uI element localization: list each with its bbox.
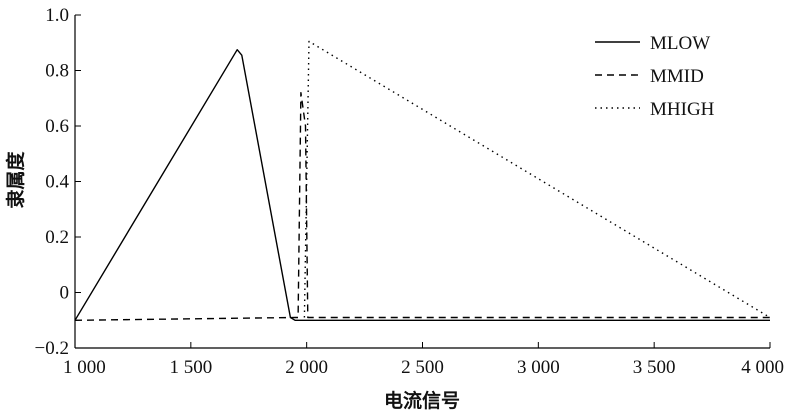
x-axis-title: 电流信号 [384,389,460,412]
y-tick-label: 0.6 [45,116,69,137]
x-tick-label: 2 500 [401,357,444,378]
y-axis-title: 隶属度 [4,151,27,209]
legend: MLOW MMID MHIGH [595,33,715,120]
x-tick-label: 3 500 [633,357,676,378]
series-line-mhigh [303,40,771,319]
legend-label-mhigh: MHIGH [650,99,715,120]
y-tick-label: 0.2 [45,227,69,248]
y-tick-label: 0 [60,283,70,304]
x-tick-label: 3 000 [517,357,560,378]
series-lines [74,40,771,321]
x-tick-label: 1 500 [169,357,212,378]
legend-label-mmid: MMID [650,66,704,87]
x-tick-label: 1 000 [63,357,106,378]
x-tick-label: 4 000 [741,357,784,378]
series-line-mlow [74,49,770,321]
y-tick-label: 0.4 [45,172,69,193]
legend-label-mlow: MLOW [650,33,710,54]
axes: −0.2 0 0.2 0.4 0.6 0.8 1.0 1 000 1 500 2 000 2 500… [35,5,784,378]
x-tick-label: 2 000 [285,357,328,378]
y-tick-label: 1.0 [45,5,69,26]
y-tick-label: 0.8 [45,61,69,82]
y-tick-label: −0.2 [35,338,69,359]
series-line-mmid [74,91,770,321]
